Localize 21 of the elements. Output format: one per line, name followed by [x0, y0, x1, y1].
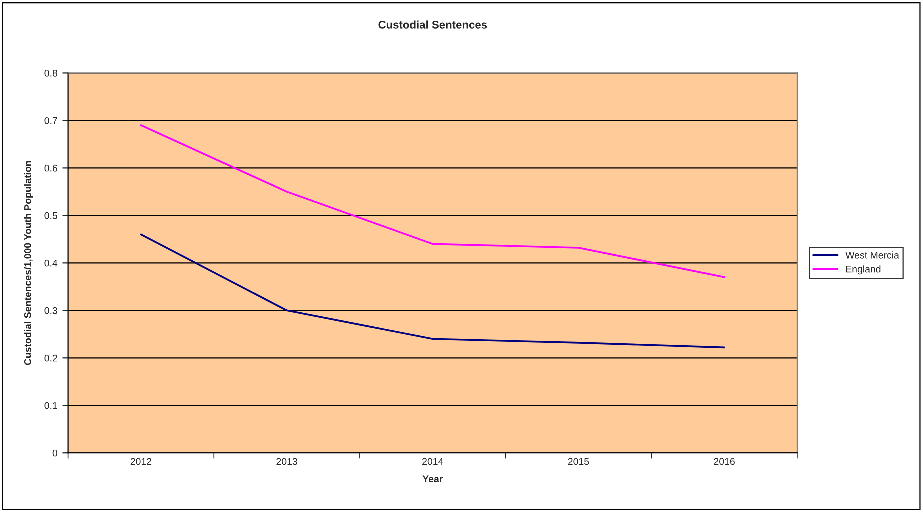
y-tick-label: 0.7 [44, 117, 58, 124]
line-series [140, 124, 726, 278]
y-tick-label: 0.1 [44, 402, 58, 410]
x-tick-label: 2012 [130, 458, 152, 466]
x-tick-label: 2014 [422, 458, 444, 466]
y-tick-label: 0.4 [44, 260, 58, 267]
line-series [140, 234, 726, 349]
legend-label: West Mercia [846, 252, 900, 259]
y-axis-title: Custodial Sentences/1,000 Youth Population [24, 161, 34, 366]
y-tick-label: 0.6 [44, 164, 58, 172]
y-tick-label: 0.5 [44, 212, 58, 220]
chart-title: Custodial Sentences [378, 20, 488, 29]
x-tick-label: 2013 [276, 458, 298, 466]
x-axis-title: Year [422, 476, 444, 483]
y-tick-label: 0.8 [44, 70, 58, 77]
y-tick-label: 0 [52, 450, 58, 457]
y-tick-label: 0.3 [44, 307, 58, 314]
x-tick-label: 2015 [568, 458, 590, 466]
y-tick-label: 0.2 [44, 354, 58, 362]
x-tick-label: 2016 [714, 458, 735, 466]
legend-label: England [846, 266, 881, 275]
